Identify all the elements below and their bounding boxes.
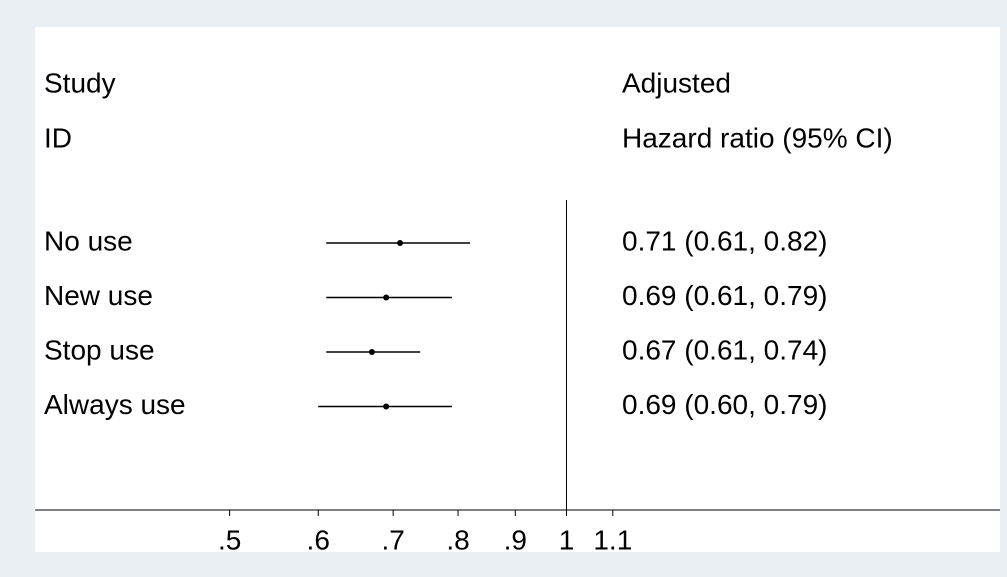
x-tick-label: 1.1	[593, 524, 632, 555]
x-tick-label: .9	[504, 524, 527, 555]
plot-panel	[35, 27, 1000, 552]
column-header: Hazard ratio (95% CI)	[622, 122, 893, 153]
x-tick-label: 1	[559, 524, 575, 555]
point-estimate	[397, 240, 404, 246]
estimate-label: 0.69 (0.60, 0.79)	[622, 389, 827, 420]
column-header: Study	[44, 67, 116, 98]
study-label: Always use	[44, 389, 186, 420]
x-tick-label: .5	[218, 524, 241, 555]
x-tick-label: .8	[446, 524, 469, 555]
point-estimate	[383, 403, 390, 410]
study-label: No use	[44, 225, 133, 256]
point-estimate	[383, 294, 390, 301]
study-label: Stop use	[44, 334, 155, 365]
estimate-label: 0.71 (0.61, 0.82)	[622, 225, 827, 256]
x-tick-label: .6	[307, 524, 330, 555]
column-header: Adjusted	[622, 67, 731, 98]
column-header: ID	[44, 122, 72, 153]
point-estimate	[368, 349, 375, 355]
x-tick-label: .7	[381, 524, 404, 555]
estimate-label: 0.69 (0.61, 0.79)	[622, 280, 827, 311]
estimate-label: 0.67 (0.61, 0.74)	[622, 334, 827, 365]
study-label: New use	[44, 280, 153, 311]
